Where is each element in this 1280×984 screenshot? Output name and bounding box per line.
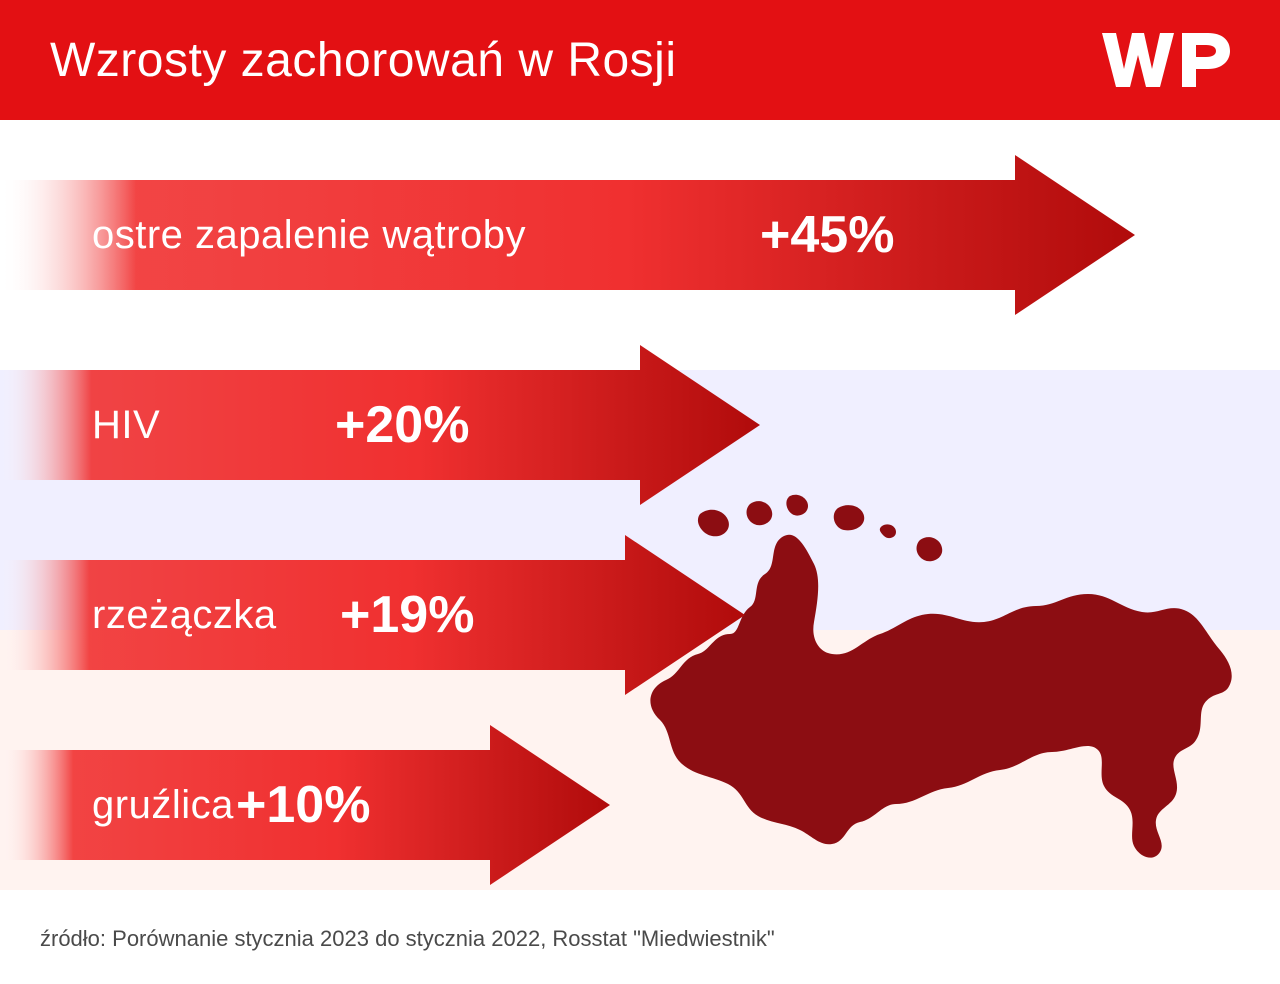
arrow-row: HIV +20% [0,330,1280,520]
arrow-label: ostre zapalenie wątroby [92,213,526,258]
header-bar: Wzrosty zachorowań w Rosji [0,0,1280,120]
arrow-row: rzeżączka +19% [0,520,1280,710]
arrow-value: +20% [335,395,469,455]
arrows-container: ostre zapalenie wątroby +45% HIV +20% rzeżąc… [0,120,1280,900]
arrow-value: +19% [340,585,474,645]
arrow-label: rzeżączka [92,593,277,638]
page-title: Wzrosty zachorowań w Rosji [50,33,677,88]
source-text: źródło: Porównanie stycznia 2023 do styc… [40,926,775,952]
arrow-label: gruźlica [92,783,234,828]
arrow-label: HIV [92,403,160,448]
arrow-row: gruźlica+10% [0,710,1280,900]
wp-logo [1100,25,1230,95]
arrow-row: ostre zapalenie wątroby +45% [0,140,1280,330]
infographic-canvas: Wzrosty zachorowań w Rosji ostre zapalen… [0,0,1280,984]
wp-logo-icon [1100,25,1230,95]
arrow-value: +10% [236,775,370,835]
arrow-value: +45% [760,205,894,265]
